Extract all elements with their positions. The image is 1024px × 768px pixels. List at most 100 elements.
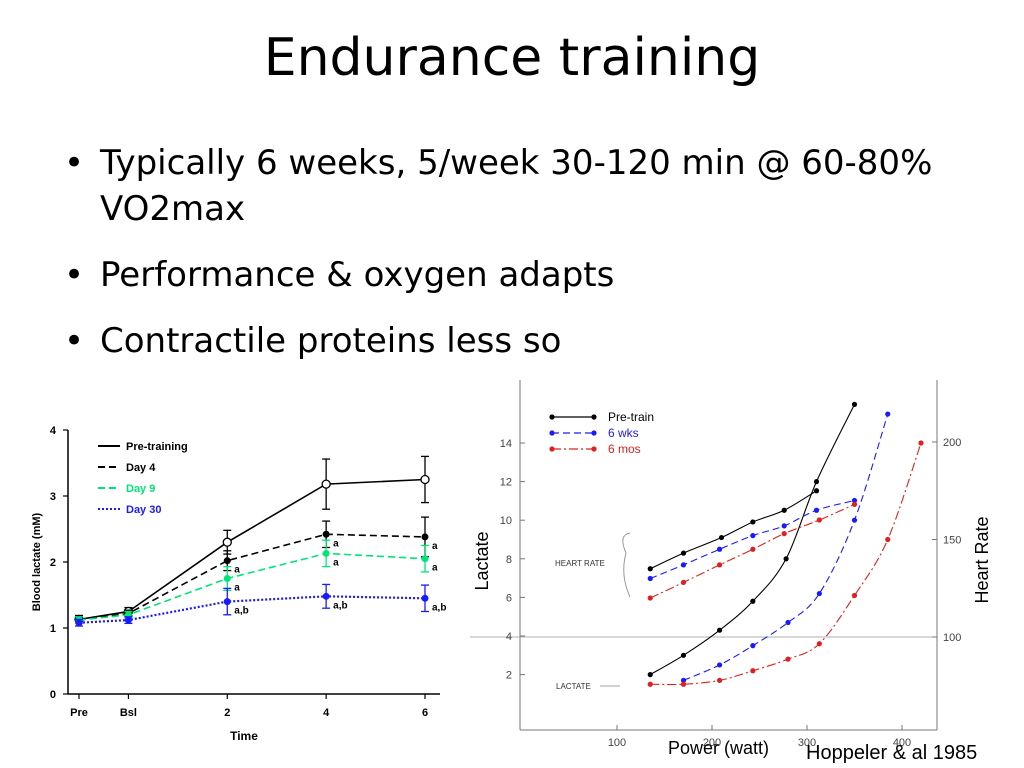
- chart2-lactate-point: [717, 677, 723, 683]
- chart1-legend-label: Day 9: [126, 483, 155, 495]
- bullet-dot-icon: •: [64, 321, 85, 361]
- chart2-heart-rate-point: [717, 562, 723, 568]
- chart2-heart-rate-point: [680, 562, 687, 568]
- chart1-data-point: [421, 533, 429, 541]
- chart2-lactate-point: [918, 440, 924, 446]
- chart2-lactate-point: [851, 401, 858, 407]
- chart2-y-tick-label: 14: [500, 438, 512, 450]
- chart2-lactate-point: [750, 598, 756, 604]
- chart2-lactate-point: [680, 652, 687, 658]
- chart2-lactate-curve: [650, 442, 922, 686]
- chart1-data-point: [223, 575, 231, 582]
- chart1-data-point: [321, 479, 331, 489]
- chart2-heart-rate-point: [750, 519, 756, 525]
- chart1-series-line: [78, 478, 426, 621]
- chart2-lactate-curve: [683, 413, 889, 681]
- chart2-y-axis-title: Lactate: [472, 531, 492, 590]
- bullet-item: • Performance & oxygen adapts: [60, 252, 960, 298]
- chart2-lactate-point: [885, 536, 891, 543]
- chart2-heart-rate-point: [680, 550, 687, 556]
- chart2-y-tick-label: 4: [506, 631, 512, 643]
- chart1-data-point: [222, 537, 232, 547]
- chart2-heart-rate-point: [781, 531, 787, 537]
- chart1-legend-label: Pre-training: [126, 441, 188, 453]
- chart2-heart-rate-point: [647, 595, 653, 601]
- chart1-data-label: a: [234, 565, 240, 576]
- slide-title: Endurance training: [263, 28, 761, 88]
- chart1-data-point: [322, 549, 330, 557]
- chart2-legend-marker: [549, 430, 555, 436]
- chart2-curve-label: HEART RATE: [555, 559, 605, 568]
- chart1-data-point: [421, 594, 429, 602]
- chart2-y2-axis-title: Heart Rate: [972, 516, 992, 603]
- chart1-x-tick-label: Bsl: [120, 707, 137, 719]
- chart2-heart-rate-point: [718, 534, 725, 541]
- chart2-lactate-point: [783, 556, 789, 562]
- chart2-x-tick-label: 400: [893, 737, 911, 749]
- chart1-x-tick-label: 4: [323, 707, 330, 719]
- chart1-data-label: a,b: [333, 600, 347, 611]
- chart1-data-point: [75, 619, 83, 627]
- chart2-legend-marker: [549, 414, 555, 420]
- chart2-legend-label: Pre-train: [608, 410, 654, 424]
- chart2-y-tick-label: 12: [500, 477, 512, 489]
- chart2-y-tick-label: 10: [500, 515, 512, 527]
- chart2-heart-rate-point: [647, 575, 653, 582]
- chart2-y2-tick-label: 200: [943, 437, 961, 449]
- chart2-legend-marker: [591, 446, 597, 452]
- chart2-lactate-point: [851, 592, 858, 599]
- chart1-data-label: a,b: [234, 606, 248, 617]
- chart2-curve-label: LACTATE: [556, 682, 591, 691]
- citation: Hoppeler & al 1985: [806, 742, 978, 764]
- chart1-y-tick-label: 1: [50, 623, 56, 635]
- chart2-heart-rate-point: [781, 523, 787, 529]
- chart1-x-tick-label: 2: [224, 707, 230, 719]
- chart2-lactate-point: [647, 681, 653, 687]
- chart2-x-tick-label: 100: [608, 737, 626, 749]
- chart2-legend-label: 6 wks: [608, 426, 639, 440]
- chart1-data-point: [223, 557, 231, 565]
- chart2-heart-rate-point: [813, 507, 820, 513]
- chart1-data-point: [322, 592, 330, 600]
- chart1-legend-label: Day 4: [126, 462, 156, 474]
- chart2-lactate-point: [750, 668, 756, 674]
- chart2-lactate-point: [785, 619, 791, 626]
- chart1-x-axis-title: Time: [230, 729, 258, 743]
- chart1-y-tick-label: 0: [50, 689, 56, 701]
- chart2-lactate-point: [717, 627, 723, 633]
- chart1-y-tick-label: 2: [50, 557, 56, 569]
- bullet-text: Performance & oxygen adapts: [100, 255, 615, 295]
- chart2-y2-tick-label: 100: [943, 632, 961, 644]
- chart2-lactate-point: [680, 681, 687, 687]
- chart2-heart-rate-curve: [650, 499, 855, 580]
- chart2-lactate-point: [717, 662, 723, 668]
- chart1-x-tick-label: Pre: [70, 707, 88, 719]
- chart2-lactate-point: [851, 517, 858, 523]
- chart1-y-tick-label: 3: [50, 491, 56, 503]
- bullet-dot-icon: •: [64, 143, 85, 183]
- chart2-heart-rate-point: [750, 533, 756, 539]
- bullet-list: • Typically 6 weeks, 5/week 30-120 min @ …: [60, 140, 960, 384]
- chart2-legend-marker: [591, 430, 597, 436]
- chart2-lactate-point: [816, 641, 822, 647]
- chart1-legend-label: Day 30: [126, 504, 161, 516]
- chart2-heart-rate-point: [816, 517, 822, 523]
- chart2-heart-rate-point: [813, 488, 820, 494]
- chart2-heart-rate-point: [851, 501, 858, 507]
- bullet-text: Typically 6 weeks, 5/week 30-120 min @ 6…: [100, 143, 933, 229]
- bullet-text: Contractile proteins less so: [100, 321, 562, 361]
- chart2-heart-rate-point: [680, 579, 687, 585]
- chart1-data-point: [421, 555, 429, 563]
- bullet-item: • Typically 6 weeks, 5/week 30-120 min @ …: [60, 140, 960, 232]
- chart2-heart-rate-curve: [650, 490, 817, 570]
- chart2-heart-rate-point: [647, 566, 653, 572]
- chart2-x-tick-label: 200: [703, 737, 721, 749]
- chart2-x-axis-title: Power (watt): [668, 738, 770, 758]
- chart2-lactate-point: [785, 656, 791, 662]
- chart2-legend-marker: [549, 446, 555, 452]
- power-lactate-heartrate-chart: 2 4 6 8 10 12 14 100 150 200 100 200 300 400 Lactate He…: [470, 380, 992, 749]
- bullet-dot-icon: •: [64, 255, 85, 295]
- chart2-y-tick-label: 8: [506, 554, 512, 566]
- chart1-data-label: a: [333, 538, 339, 549]
